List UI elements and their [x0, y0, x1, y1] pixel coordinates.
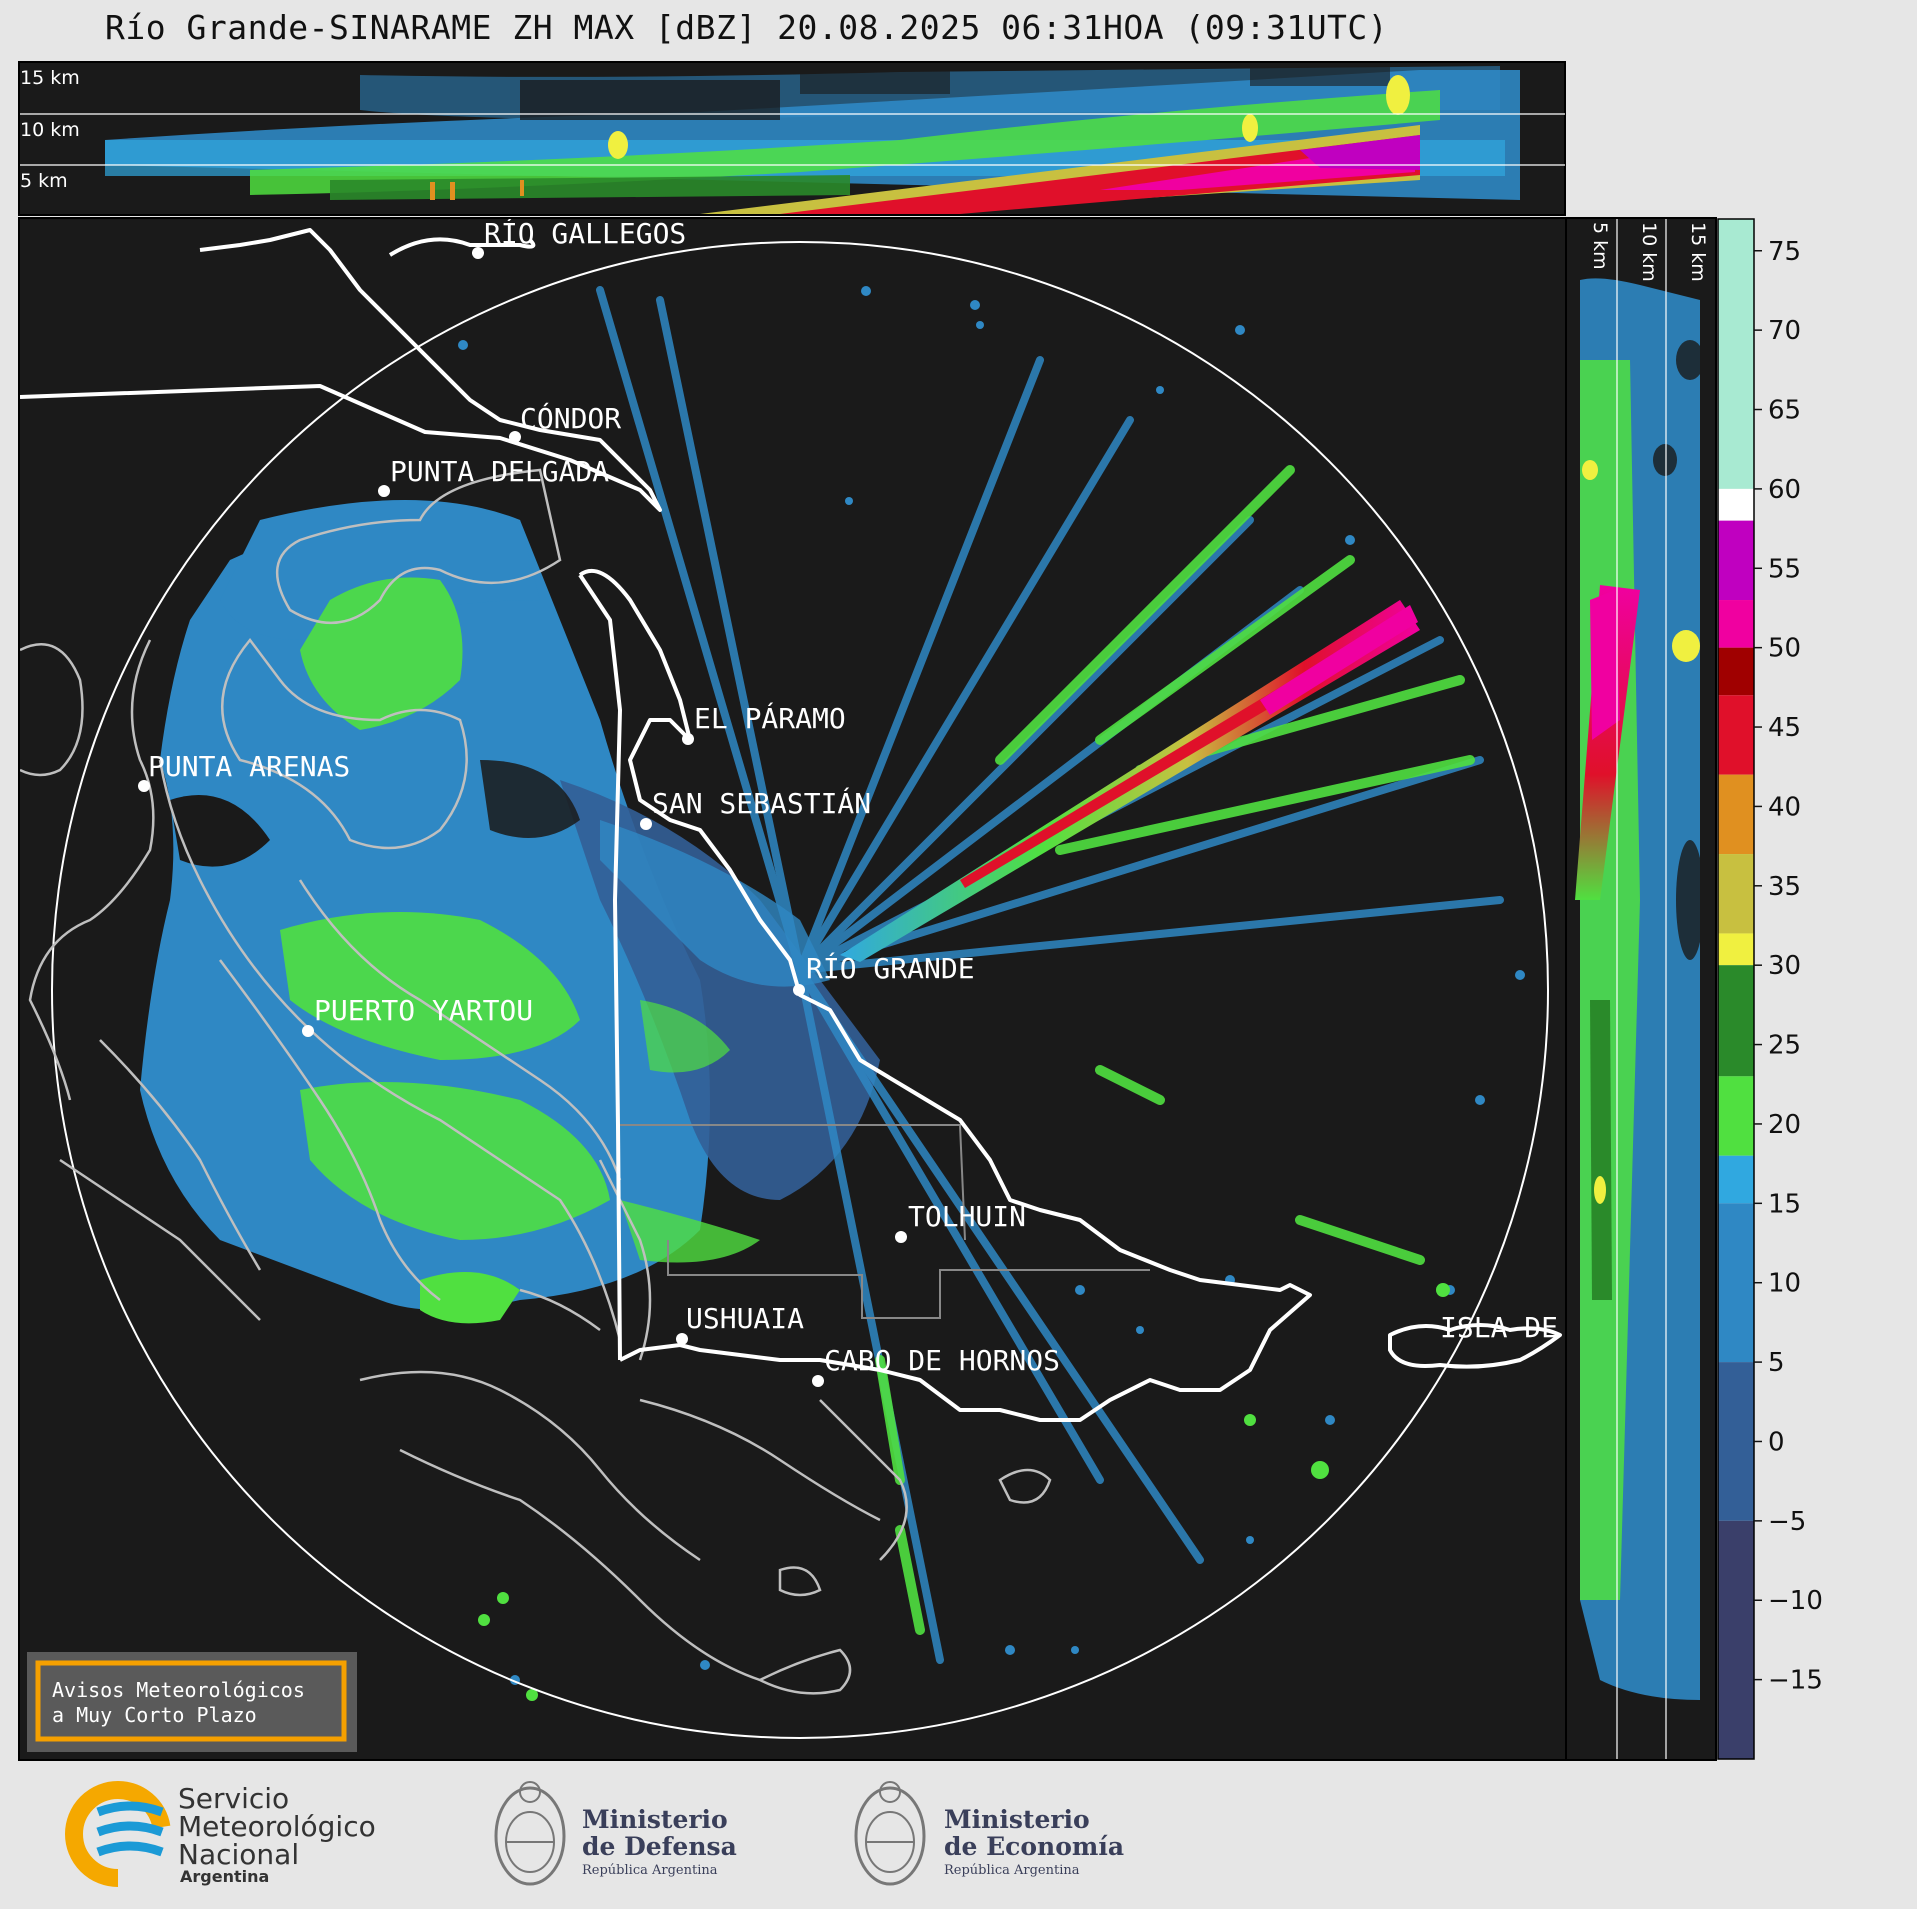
colorbar-band-3 — [1718, 600, 1754, 648]
colorbar-tick-label: −10 — [1768, 1586, 1823, 1616]
smn-logo: Servicio Meteorológico Nacional Argentin… — [65, 1781, 376, 1887]
colorbar-band-8 — [1718, 933, 1754, 966]
colorbar-tick-label: 25 — [1768, 1031, 1801, 1061]
colorbar-band-4 — [1718, 647, 1754, 696]
colorbar-tick-label: 60 — [1768, 475, 1801, 505]
label-puerto-yartou: PUERTO YARTOU — [314, 994, 533, 1027]
top-height-label-5: 5 km — [20, 170, 68, 192]
side-height-label-15: 15 km — [1687, 222, 1709, 282]
label-san-sebastian: SAN SEBASTIÁN — [652, 786, 871, 820]
side-vertical-profile-panel: 5 km 10 km 15 km — [1565, 217, 1717, 1761]
colorbar-tick-label: 5 — [1768, 1348, 1785, 1378]
side-height-label-10: 10 km — [1638, 222, 1660, 282]
ministerio-defensa-logo: Ministerio de Defensa República Argentin… — [494, 1781, 737, 1886]
colorbar-tick-label: 30 — [1768, 951, 1801, 981]
coastlines — [20, 468, 1052, 1695]
radial-spokes — [596, 286, 1504, 1664]
main-radar-map-panel: RÍO GALLEGOS CÓNDOR PUNTA DELGADA EL PÁR… — [18, 216, 1760, 1761]
colorbar-tick-label: 40 — [1768, 792, 1801, 822]
ministerio-economia-logo: Ministerio de Economía República Argenti… — [854, 1781, 1124, 1886]
colorbar-tick-label: 0 — [1768, 1427, 1785, 1457]
colorbar-tick-label: −5 — [1768, 1507, 1806, 1537]
colorbar-tick-label: 20 — [1768, 1110, 1801, 1140]
colorbar-band-0 — [1718, 219, 1754, 489]
smn-text-line4: Argentina — [180, 1867, 269, 1886]
label-ushuaia: USHUAIA — [686, 1302, 804, 1335]
smn-text-line2: Meteorológico — [178, 1810, 376, 1843]
warning-text-line2: a Muy Corto Plazo — [52, 1703, 257, 1727]
label-punta-arenas: PUNTA ARENAS — [148, 750, 350, 783]
colorbar-tick-label: 75 — [1768, 237, 1801, 267]
top-vertical-profile-panel: 15 km 10 km 5 km — [18, 61, 1566, 216]
label-tolhuin: TOLHUIN — [908, 1200, 1026, 1233]
colorbar-tick-label: 35 — [1768, 872, 1801, 902]
smn-text-line3: Nacional — [178, 1838, 299, 1871]
economia-text-line1: Ministerio — [944, 1805, 1090, 1834]
defensa-text-line1: Ministerio — [582, 1805, 728, 1834]
colorbar-band-14 — [1718, 1520, 1754, 1759]
defensa-text-line3: República Argentina — [582, 1863, 718, 1878]
defensa-text-line2: de Defensa — [582, 1832, 737, 1861]
colorbar-band-2 — [1718, 520, 1754, 601]
label-rio-grande: RÍO GRANDE — [806, 951, 975, 985]
sun-emblem-icon — [879, 1781, 901, 1803]
colorbar-tick-label: 50 — [1768, 634, 1801, 664]
side-height-label-5: 5 km — [1589, 222, 1611, 270]
warning-text-line1: Avisos Meteorológicos — [52, 1678, 305, 1702]
colorbar-band-13 — [1718, 1362, 1754, 1521]
label-isla-de-los-estados: ISLA DE LOS ESTADOS — [1440, 1311, 1760, 1344]
colorbar-band-1 — [1718, 488, 1754, 521]
colorbar-band-11 — [1718, 1155, 1754, 1204]
place-labels: RÍO GALLEGOS CÓNDOR PUNTA DELGADA EL PÁR… — [148, 216, 1760, 1377]
strong-echo-beam — [840, 600, 1420, 962]
colorbar-band-12 — [1718, 1203, 1754, 1363]
colorbar-band-10 — [1718, 1076, 1754, 1156]
range-ring — [51, 241, 1549, 1739]
colorbar-band-9 — [1718, 965, 1754, 1077]
economia-text-line3: República Argentina — [944, 1863, 1080, 1878]
economia-text-line2: de Economía — [944, 1832, 1124, 1861]
colorbar-tick-label: 65 — [1768, 396, 1801, 426]
colorbar-tick-label: 10 — [1768, 1269, 1801, 1299]
colorbar-tick-label: 15 — [1768, 1189, 1801, 1219]
colorbar-band-7 — [1718, 854, 1754, 934]
label-rio-gallegos: RÍO GALLEGOS — [484, 216, 686, 250]
reflectivity-echoes — [140, 500, 880, 1324]
smn-text-line1: Servicio — [178, 1782, 289, 1815]
colorbar-tick-label: −15 — [1768, 1666, 1823, 1696]
colorbar-band-5 — [1718, 695, 1754, 775]
label-punta-delgada: PUNTA DELGADA — [390, 455, 609, 488]
colorbar-tick-label: 45 — [1768, 713, 1801, 743]
top-height-label-15: 15 km — [20, 67, 80, 89]
label-el-paramo: EL PÁRAMO — [694, 701, 846, 735]
colorbar-tick-label: 55 — [1768, 554, 1801, 584]
colorbar-tick-label: 70 — [1768, 316, 1801, 346]
colorbar-band-6 — [1718, 774, 1754, 855]
sun-emblem-icon — [519, 1781, 541, 1803]
label-cabo-de-hornos: CABO DE HORNOS — [824, 1344, 1060, 1377]
city-markers — [138, 247, 907, 1387]
warning-box: Avisos Meteorológicos a Muy Corto Plazo — [27, 1652, 357, 1752]
label-condor: CÓNDOR — [520, 401, 621, 435]
top-height-label-10: 10 km — [20, 119, 80, 141]
product-title: Río Grande-SINARAME ZH MAX [dBZ] 20.08.2… — [105, 8, 1389, 47]
